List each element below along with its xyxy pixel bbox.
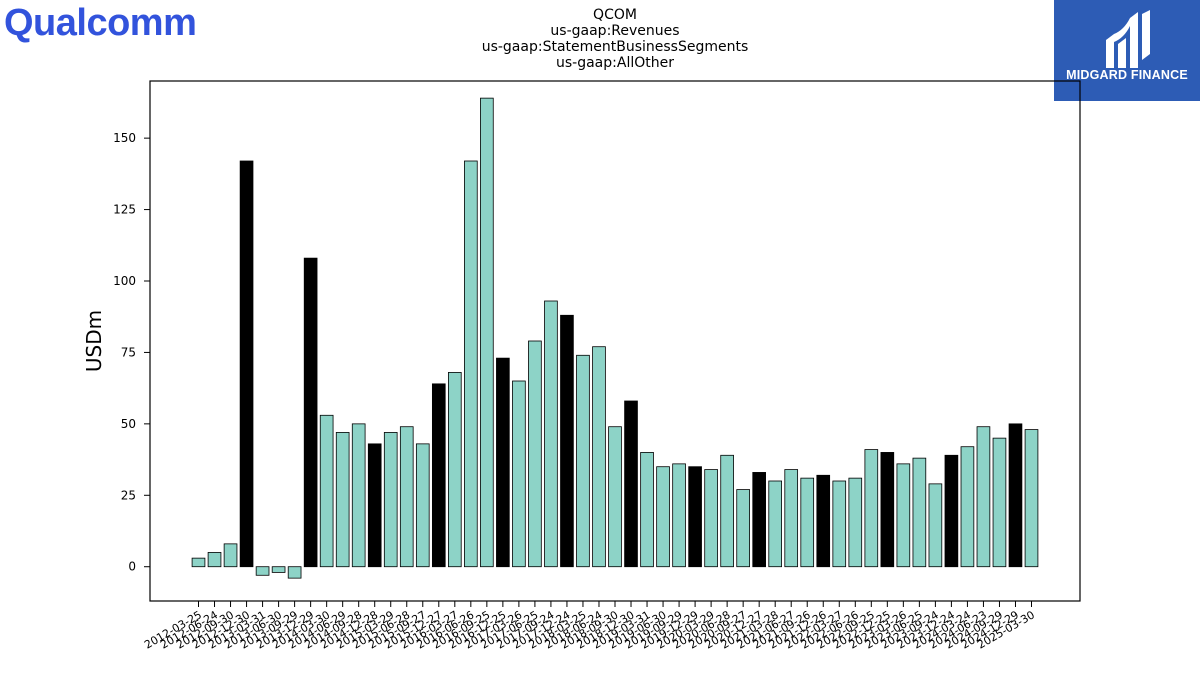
bar-2022-09-25 [864,449,879,568]
bar-2020-06-28 [720,454,734,568]
bar-2019-09-29 [672,463,686,568]
bar-2014-12-28 [367,443,382,568]
bar-2012-12-30 [239,160,254,568]
bar-2019-06-30 [656,466,670,568]
bar-2022-06-26 [848,477,863,568]
bar-2016-12-25 [496,357,510,568]
bar-2023-03-26 [896,463,911,568]
bar-2017-09-24 [544,300,558,568]
midgard-finance-watermark: MIDGARD FINANCE [1054,0,1200,101]
y-tick-label: 75 [121,345,136,359]
y-tick-label: 150 [113,131,136,145]
chart-title-line: us-gaap:Revenues [550,23,680,39]
bar-2017-06-25 [528,340,542,568]
y-tick-label: 25 [121,488,136,502]
bar-2021-06-27 [784,469,799,568]
chart-title-line: us-gaap:StatementBusinessSegments [481,39,749,55]
chart-title-line: us-gaap:AllOther [556,55,674,71]
qualcomm-logo: Qualcomm [4,2,197,44]
bar-2023-09-24 [928,483,943,568]
bar-2022-12-25 [880,452,895,568]
bar-2018-03-25 [576,354,590,568]
bar-2018-06-24 [592,346,606,568]
bar-2024-06-23 [976,426,991,568]
bar-2020-03-29 [704,469,718,568]
bar-2022-03-27 [832,480,847,568]
bar-2013-09-29 [287,566,302,579]
watermark-label: MIDGARD FINANCE [1066,68,1188,82]
bar-2018-12-30 [624,400,638,568]
bar-2018-09-30 [608,426,622,568]
bar-2015-06-28 [399,426,414,568]
bar-2013-06-30 [271,566,286,573]
bar-2020-12-27 [752,472,766,568]
bar-2012-06-24 [207,552,222,568]
y-tick-label: 100 [113,274,136,288]
bar-2023-06-25 [912,457,927,568]
bar-2016-03-27 [447,372,462,568]
bar-2015-09-27 [415,443,430,568]
bar-2020-09-27 [736,489,750,568]
chart-title: QCOM us-gaap:Revenues us-gaap:StatementB… [415,7,815,71]
bar-2015-12-27 [431,383,446,568]
bar-2012-03-25 [191,557,206,568]
bar-2023-12-24 [944,454,959,568]
bar-2013-03-31 [255,566,270,576]
bar-2021-09-26 [800,477,815,568]
bar-2024-09-29 [992,437,1007,568]
bar-2013-12-29 [303,257,318,568]
bar-2014-06-29 [335,432,350,568]
midgard-emblem-icon [1106,10,1150,68]
bar-2025-03-30 [1024,429,1039,568]
bar-2021-03-28 [768,480,783,568]
y-tick-label: 125 [113,203,136,217]
bar-2021-12-26 [816,474,831,568]
bar-2019-12-29 [688,466,702,568]
bar-2012-09-30 [223,543,238,568]
y-axis-label: USDm [82,310,106,372]
bar-2014-09-28 [351,423,366,568]
chart-title-line: QCOM [593,7,637,23]
bar-2024-12-29 [1008,423,1023,568]
bar-2016-09-25 [480,97,494,568]
bar-2015-03-29 [383,432,398,568]
bar-2017-03-26 [512,380,526,568]
y-tick-label: 50 [121,417,136,431]
bar-2019-03-31 [640,452,654,568]
bar-2014-03-30 [319,414,334,568]
bar-2017-12-24 [560,314,574,568]
bar-2016-06-26 [464,160,478,568]
y-tick-label: 0 [128,560,136,574]
bar-2024-03-24 [960,446,975,568]
